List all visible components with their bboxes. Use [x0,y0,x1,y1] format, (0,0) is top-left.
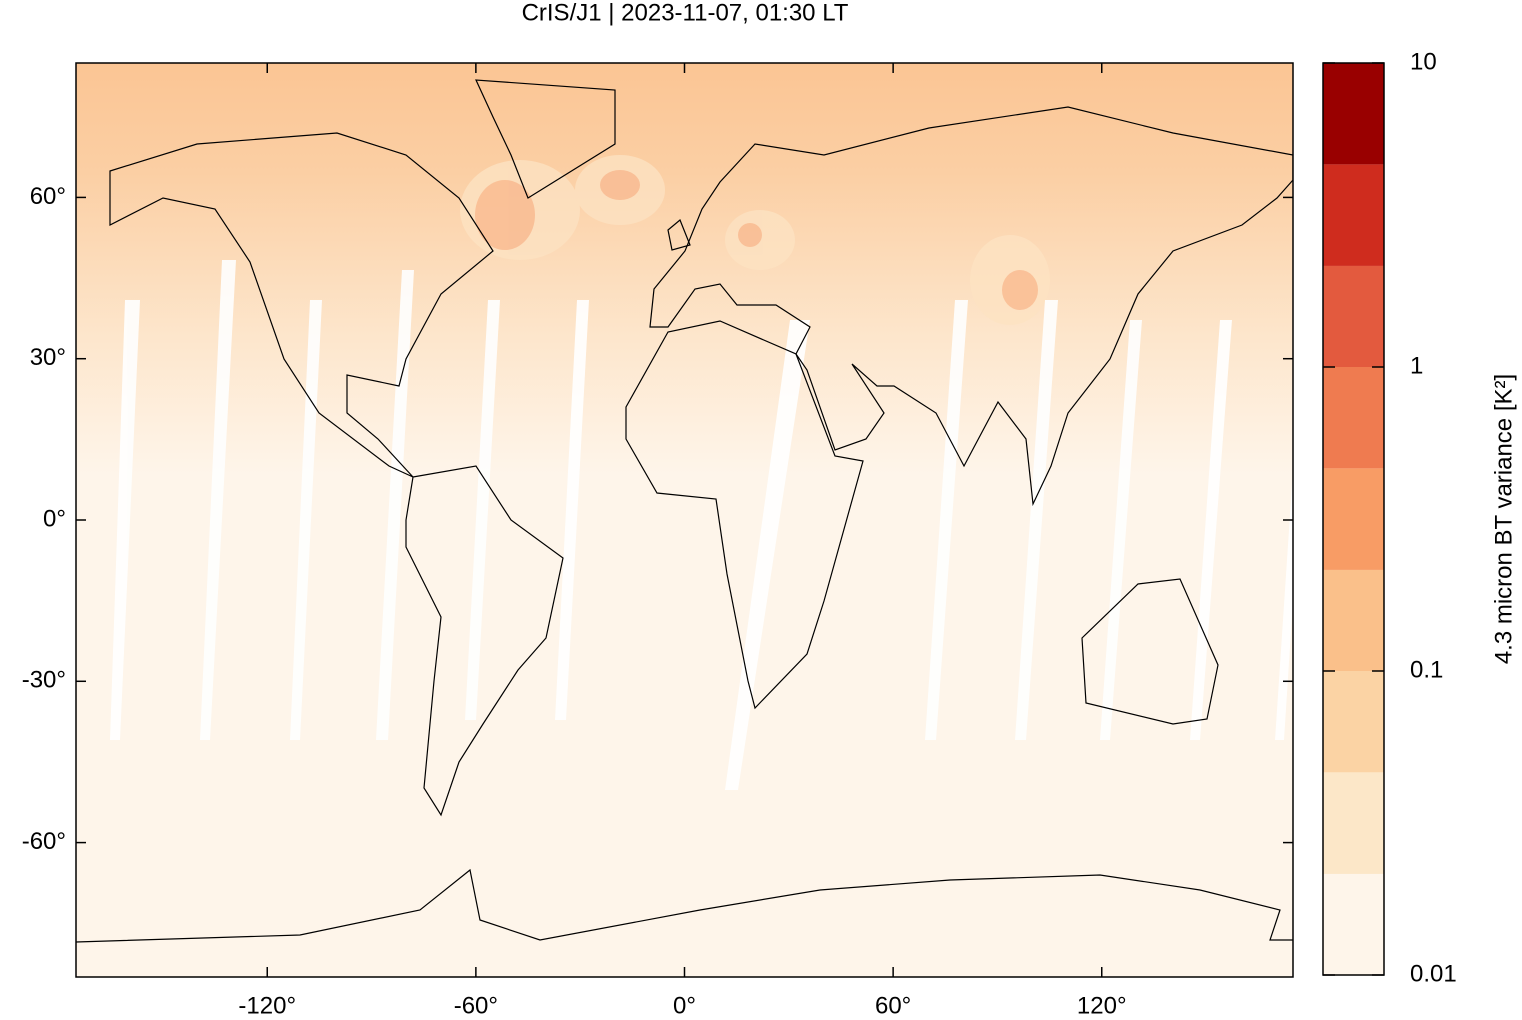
colorbar-bin [1323,671,1384,773]
colorbar-bin [1323,367,1384,469]
colorbar-bin [1323,873,1384,975]
colorbar-tick-label: 10 [1410,48,1437,75]
y-tick-label: 0° [43,505,66,532]
colorbar-tick-label: 0.1 [1410,656,1443,683]
x-tick-label: -120° [238,992,296,1019]
colorbar-bin [1323,772,1384,874]
y-tick-label: -60° [22,828,66,855]
y-tick-label: 60° [30,183,66,210]
x-tick-label: 60° [875,992,911,1019]
colorbar-tick-label: 0.01 [1410,960,1457,987]
colorbar-frame [1322,62,1385,976]
coastline [76,79,1293,943]
map-field [76,63,1293,977]
colorbar-label: 4.3 micron BT variance [K²] [1490,374,1517,664]
x-tick-label: -60° [454,992,498,1019]
y-tick-label: 30° [30,344,66,371]
x-tick-label: 120° [1077,992,1127,1019]
colorbar-bin [1323,468,1384,570]
x-tick-label: 0° [673,992,696,1019]
colorbar-bin [1323,569,1384,671]
colorbar-bin [1323,63,1384,165]
chart-title: CrIS/J1 | 2023-11-07, 01:30 LT [522,0,849,26]
y-tick-label: -30° [22,667,66,694]
colorbar-bin [1323,265,1384,367]
colorbar-tick-label: 1 [1410,352,1423,379]
colorbar-bin [1323,164,1384,266]
